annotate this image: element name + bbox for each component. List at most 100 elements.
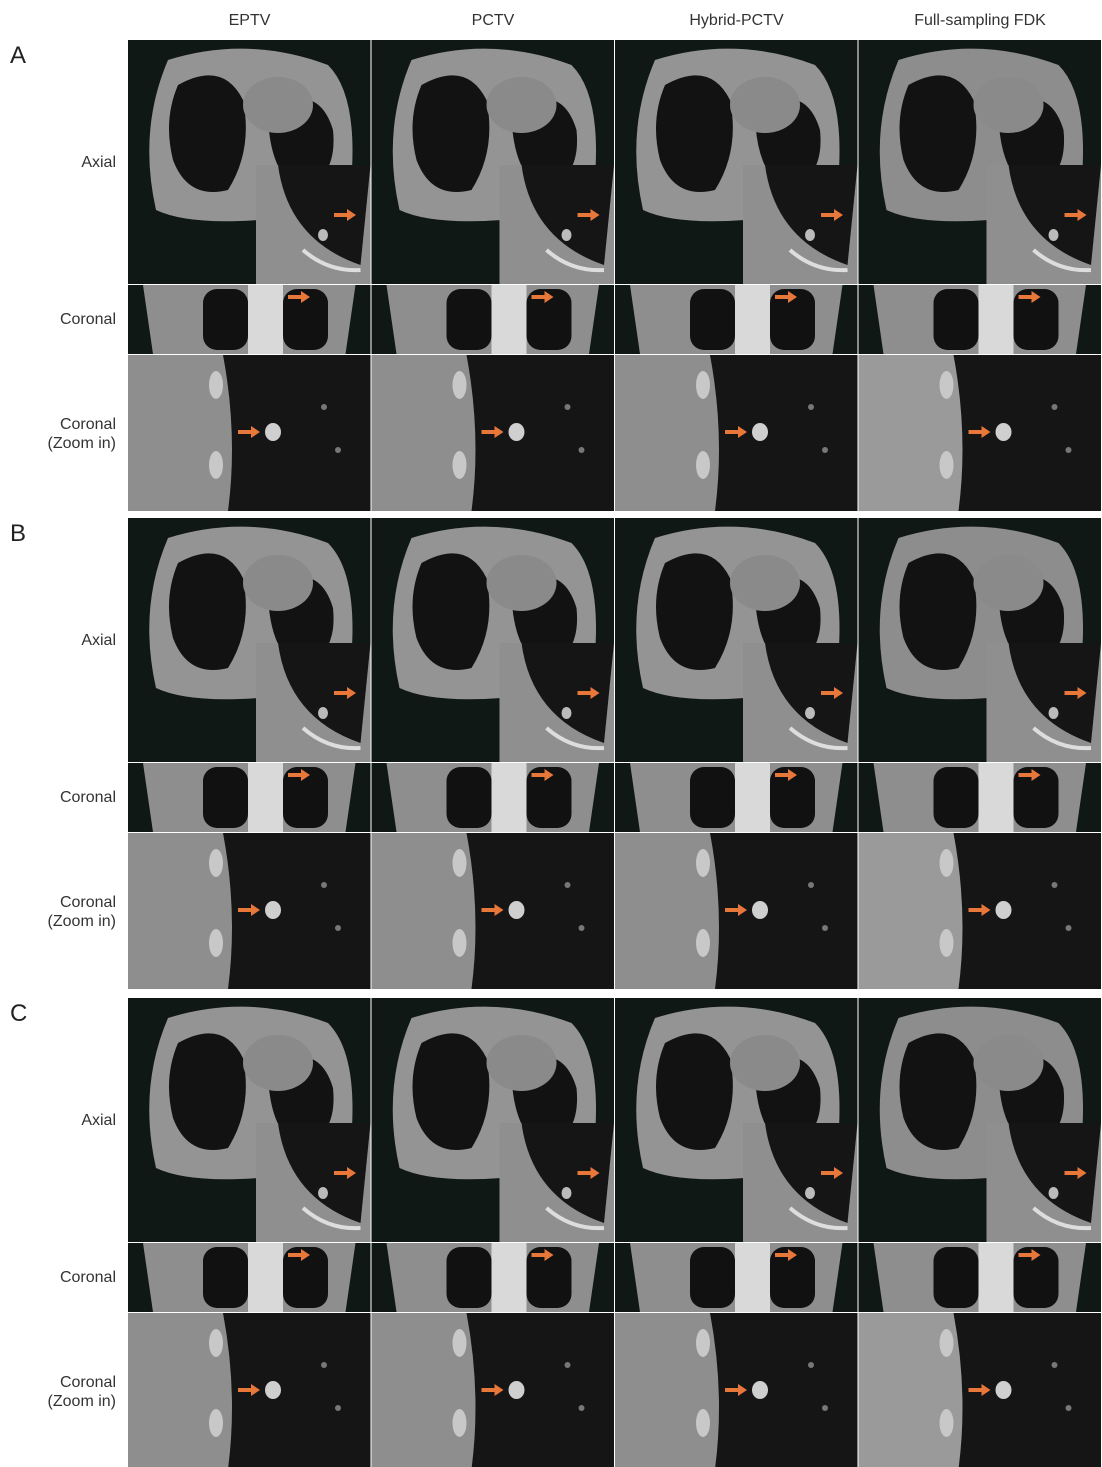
spine [248, 763, 283, 832]
row-label: Coronal [20, 310, 116, 329]
figure: EPTVPCTVHybrid-PCTVFull-sampling FDK A Axi… [0, 0, 1102, 1467]
nodule [509, 901, 525, 919]
panel-label: B [10, 520, 26, 548]
nodule [805, 1187, 815, 1199]
spine [248, 1243, 283, 1312]
vessel [335, 1405, 341, 1411]
lung [447, 1247, 492, 1308]
vessel [822, 447, 828, 453]
heart [487, 77, 557, 133]
rib [453, 929, 467, 957]
vessel [808, 882, 814, 888]
lung [900, 553, 977, 670]
lung [656, 553, 733, 670]
lung [900, 1033, 977, 1150]
panel-label: A [10, 42, 26, 70]
rib [453, 849, 467, 877]
nodule [509, 423, 525, 441]
lung [447, 289, 492, 350]
rib [940, 371, 954, 399]
rib [453, 1329, 467, 1357]
vessel [579, 447, 585, 453]
column-header: Hybrid-PCTV [615, 12, 858, 30]
vessel [808, 1362, 814, 1368]
ct-image [128, 1243, 371, 1312]
vessel [565, 1362, 571, 1368]
nodule [996, 1381, 1012, 1399]
vessel [335, 447, 341, 453]
lung [690, 289, 735, 350]
lung [203, 1247, 248, 1308]
nodule [805, 707, 815, 719]
rib [209, 371, 223, 399]
nodule [318, 707, 328, 719]
vessel [579, 925, 585, 931]
nodule [1049, 1187, 1059, 1199]
heart [974, 555, 1044, 611]
rib [940, 849, 954, 877]
spine [979, 763, 1014, 832]
vessel [579, 1405, 585, 1411]
nodule [1049, 229, 1059, 241]
rib [940, 1409, 954, 1437]
lung [934, 1247, 979, 1308]
spine [979, 285, 1014, 354]
heart [974, 1035, 1044, 1091]
heart [974, 77, 1044, 133]
spine [735, 763, 770, 832]
heart [243, 1035, 313, 1091]
rib [453, 1409, 467, 1437]
heart [730, 1035, 800, 1091]
image-grid [0, 0, 1102, 1467]
heart [730, 555, 800, 611]
nodule [1049, 707, 1059, 719]
column-header: EPTV [128, 12, 371, 30]
rib [453, 371, 467, 399]
nodule [562, 229, 572, 241]
lung [413, 1033, 490, 1150]
ct-image [372, 285, 615, 354]
vessel [565, 882, 571, 888]
vessel [1066, 925, 1072, 931]
spine [979, 1243, 1014, 1312]
row-label: Axial [20, 631, 116, 650]
spine [492, 763, 527, 832]
spine [735, 285, 770, 354]
ct-image [128, 40, 371, 284]
rib [696, 929, 710, 957]
lung [169, 1033, 246, 1150]
nodule [265, 901, 281, 919]
rib [696, 1329, 710, 1357]
rib [696, 371, 710, 399]
ct-image [859, 518, 1102, 762]
lung [690, 767, 735, 828]
column-header: PCTV [372, 12, 615, 30]
ct-image [128, 998, 371, 1242]
vessel [321, 1362, 327, 1368]
column-header: Full-sampling FDK [859, 12, 1102, 30]
vessel [321, 882, 327, 888]
lung [169, 75, 246, 192]
ct-image [615, 763, 858, 832]
lung [656, 75, 733, 192]
heart [730, 77, 800, 133]
rib [696, 451, 710, 479]
nodule [996, 423, 1012, 441]
ct-image [128, 355, 371, 511]
nodule [318, 229, 328, 241]
rib [209, 451, 223, 479]
ct-image [615, 998, 858, 1242]
lung [413, 75, 490, 192]
nodule [318, 1187, 328, 1199]
ct-image [615, 518, 858, 762]
ct-image [615, 355, 858, 511]
lung [690, 1247, 735, 1308]
rib [940, 451, 954, 479]
ct-image [128, 833, 371, 989]
vessel [335, 925, 341, 931]
rib [209, 929, 223, 957]
rib [696, 849, 710, 877]
ct-image [859, 1313, 1102, 1467]
nodule [562, 707, 572, 719]
ct-image [859, 355, 1102, 511]
